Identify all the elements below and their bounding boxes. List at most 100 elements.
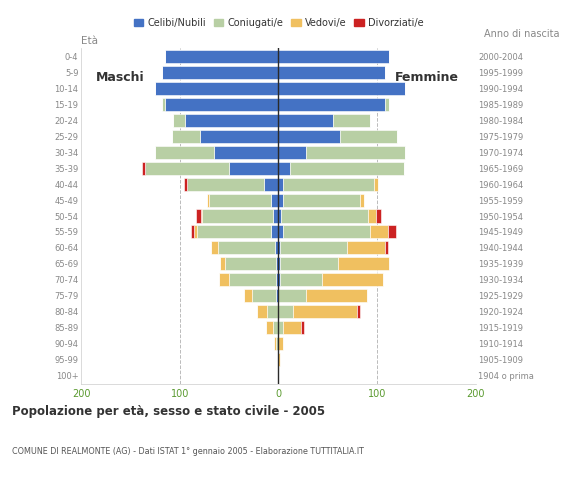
Bar xyxy=(281,209,368,223)
Bar xyxy=(278,66,385,79)
Bar xyxy=(278,241,280,254)
Bar xyxy=(274,337,277,350)
Bar xyxy=(257,305,267,318)
Bar xyxy=(184,114,278,127)
Bar xyxy=(280,241,347,254)
Bar xyxy=(284,193,360,206)
Bar xyxy=(278,321,284,334)
Bar xyxy=(263,178,278,191)
Bar xyxy=(215,146,278,159)
Bar xyxy=(195,209,201,223)
Text: Femmine: Femmine xyxy=(395,71,459,84)
Bar xyxy=(274,321,278,334)
Bar xyxy=(270,193,278,206)
Bar xyxy=(301,321,304,334)
Bar xyxy=(347,241,385,254)
Bar xyxy=(370,226,388,239)
Bar xyxy=(276,241,278,254)
Bar xyxy=(284,321,301,334)
Bar xyxy=(278,146,306,159)
Bar xyxy=(197,226,270,239)
Bar xyxy=(277,257,278,270)
Bar xyxy=(200,130,278,143)
Bar xyxy=(293,305,357,318)
Bar xyxy=(184,178,187,191)
Bar xyxy=(277,273,278,286)
Bar xyxy=(278,82,405,95)
Bar xyxy=(146,162,229,175)
Text: Popolazione per età, sesso e stato civile - 2005: Popolazione per età, sesso e stato civil… xyxy=(12,405,325,418)
Bar xyxy=(155,146,215,159)
Bar xyxy=(338,257,389,270)
Text: Età: Età xyxy=(81,36,98,46)
Bar xyxy=(280,257,338,270)
Bar xyxy=(172,130,200,143)
Bar xyxy=(368,209,376,223)
Bar xyxy=(357,305,360,318)
Bar xyxy=(142,162,146,175)
Bar xyxy=(278,98,385,111)
Bar xyxy=(284,178,374,191)
Text: COMUNE DI REALMONTE (AG) - Dati ISTAT 1° gennaio 2005 - Elaborazione TUTTITALIA.: COMUNE DI REALMONTE (AG) - Dati ISTAT 1°… xyxy=(12,446,364,456)
Bar xyxy=(339,130,397,143)
Bar xyxy=(306,146,405,159)
Bar xyxy=(202,209,274,223)
Bar xyxy=(187,178,263,191)
Bar xyxy=(278,305,293,318)
Bar xyxy=(278,353,280,366)
Bar xyxy=(274,209,278,223)
Bar xyxy=(374,178,378,191)
Bar xyxy=(278,114,333,127)
Bar xyxy=(173,114,184,127)
Bar xyxy=(252,289,277,302)
Bar xyxy=(385,241,388,254)
Bar xyxy=(278,226,284,239)
Bar xyxy=(225,257,277,270)
Bar xyxy=(218,241,276,254)
Bar xyxy=(165,50,278,63)
Bar xyxy=(284,226,370,239)
Bar xyxy=(280,273,322,286)
Text: Maschi: Maschi xyxy=(96,71,144,84)
Text: Anno di nascita: Anno di nascita xyxy=(484,29,560,39)
Bar xyxy=(270,226,278,239)
Bar xyxy=(208,193,209,206)
Bar xyxy=(220,257,225,270)
Bar xyxy=(278,178,284,191)
Bar xyxy=(290,162,404,175)
Bar xyxy=(278,130,339,143)
Bar xyxy=(211,241,218,254)
Bar xyxy=(209,193,270,206)
Bar xyxy=(244,289,252,302)
Bar xyxy=(322,273,383,286)
Bar xyxy=(165,98,278,111)
Bar xyxy=(376,209,381,223)
Bar xyxy=(333,114,370,127)
Bar xyxy=(267,305,278,318)
Bar xyxy=(278,193,284,206)
Bar xyxy=(219,273,229,286)
Bar xyxy=(278,337,284,350)
Bar xyxy=(191,226,194,239)
Bar xyxy=(201,209,202,223)
Bar xyxy=(155,82,278,95)
Bar xyxy=(266,321,274,334)
Bar xyxy=(360,193,364,206)
Bar xyxy=(277,289,278,302)
Bar xyxy=(385,98,389,111)
Bar xyxy=(278,50,389,63)
Bar xyxy=(278,273,280,286)
Bar xyxy=(388,226,396,239)
Legend: Celibi/Nubili, Coniugati/e, Vedovi/e, Divorziati/e: Celibi/Nubili, Coniugati/e, Vedovi/e, Di… xyxy=(130,14,427,32)
Bar xyxy=(278,289,306,302)
Bar xyxy=(278,257,280,270)
Bar xyxy=(162,66,278,79)
Bar xyxy=(194,226,197,239)
Bar xyxy=(229,273,277,286)
Bar xyxy=(306,289,367,302)
Bar xyxy=(278,162,290,175)
Bar xyxy=(162,98,165,111)
Bar xyxy=(229,162,278,175)
Bar xyxy=(277,337,278,350)
Bar xyxy=(278,209,281,223)
